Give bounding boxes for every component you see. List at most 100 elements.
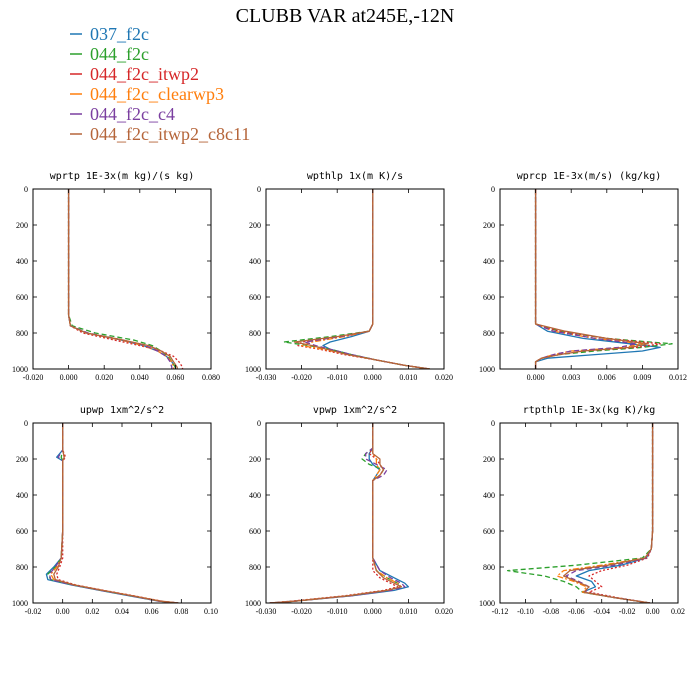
series-group [269,423,410,603]
x-tick-label: 0.003 [562,373,580,382]
x-tick-label: 0.02 [671,607,685,616]
y-tick-label: 1000 [12,365,28,374]
series-line-2 [67,189,177,369]
series-line-5 [534,189,638,369]
legend-entry: 044_f2c_c4 [90,104,175,124]
plot-frame [265,422,445,604]
series-line-3 [588,423,654,603]
y-tick-label: 400 [249,491,261,500]
panels: wprtp 1E-3x(m kg)/(s kg) 0 200 400 600 800 100… [12,171,687,616]
legend-entry: 037_f2c [90,24,149,44]
series-group [506,423,654,603]
x-tick-label: 0.020 [435,373,453,382]
x-tick-label: 0.000 [60,373,78,382]
legend-entry: 044_f2c [90,44,149,64]
series-group [283,189,430,369]
panel-1: wprtp 1E-3x(m kg)/(s kg) 0 200 400 600 800 100… [12,171,220,382]
series-line-2 [534,189,673,369]
x-tick-label: 0.040 [131,373,149,382]
panel-title: wprcp 1E-3x(m/s) (kg/kg) [517,171,662,182]
series-line-3 [269,423,399,603]
x-tick-label: -0.08 [543,607,560,616]
series-line-5 [565,423,654,603]
plot-frame [32,188,212,370]
series-line-4 [67,189,175,369]
y-tick-label: 200 [483,221,495,230]
series-line-1 [67,189,177,369]
x-tick-label: -0.030 [256,373,277,382]
y-tick-label: 800 [483,329,495,338]
y-tick-label: 800 [16,329,28,338]
x-tick-label: -0.04 [593,607,610,616]
y-tick-label: 600 [16,527,28,536]
y-tick-label: 600 [16,293,28,302]
x-tick-label: -0.020 [23,373,44,382]
plot-frame [265,188,445,370]
y-tick-label: 600 [249,293,261,302]
x-tick-label: 0.012 [669,373,687,382]
y-tick-label: 800 [16,563,28,572]
y-tick-label: 200 [249,221,261,230]
y-tick-label: 200 [16,221,28,230]
series-line-6 [562,423,654,603]
x-tick-label: 0.000 [364,607,382,616]
plot-frame [499,422,679,604]
y-tick-label: 400 [16,257,28,266]
y-tick-label: 200 [483,455,495,464]
y-tick-label: 0 [257,419,261,428]
y-tick-label: 1000 [245,365,261,374]
panel-title: vpwp 1xm^2/s^2 [313,405,397,416]
x-tick-label: -0.12 [492,607,509,616]
x-tick-label: 0.00 [56,607,70,616]
plot-frame [32,422,212,604]
series-line-1 [322,189,430,369]
series-line-4 [300,189,430,369]
x-tick-label: 0.006 [598,373,616,382]
x-tick-label: 0.000 [364,373,382,382]
x-tick-label: 0.00 [646,607,660,616]
legend-entry: 044_f2c_itwp2 [90,64,199,84]
x-tick-label: 0.04 [115,607,129,616]
x-tick-label: 0.060 [166,373,184,382]
x-tick-label: 0.080 [202,373,220,382]
x-tick-label: 0.020 [435,607,453,616]
x-tick-label: 0.10 [204,607,218,616]
panel-title: wprtp 1E-3x(m kg)/(s kg) [50,171,195,182]
series-line-6 [534,189,649,369]
y-tick-label: 400 [483,491,495,500]
y-tick-label: 800 [249,329,261,338]
series-line-3 [56,423,179,603]
x-tick-label: 0.06 [145,607,159,616]
y-tick-label: 0 [491,185,495,194]
series-line-4 [50,423,179,603]
panel-title: upwp 1xm^2/s^2 [80,405,164,416]
y-tick-label: 0 [24,185,28,194]
y-tick-label: 200 [249,455,261,464]
x-tick-label: 0.02 [85,607,99,616]
y-tick-label: 0 [257,185,261,194]
panel-title: wpthlp 1x(m K)/s [307,171,403,182]
series-line-3 [297,189,430,369]
series-line-2 [47,423,179,603]
y-tick-label: 600 [249,527,261,536]
series-line-6 [53,423,179,603]
panel-6: rtpthlp 1E-3x(kg K)/kg02004006008001000-… [479,405,685,616]
y-tick-label: 600 [483,293,495,302]
series-line-1 [575,423,654,603]
series-line-5 [304,189,430,369]
y-tick-label: 400 [249,257,261,266]
x-tick-label: -0.030 [256,607,277,616]
panel-3: wprcp 1E-3x(m/s) (kg/kg) 0 200 400 600 800 100… [479,171,687,382]
x-tick-label: -0.06 [568,607,585,616]
legend: 037_f2c044_f2c044_f2c_itwp2044_f2c_clear… [70,24,250,144]
x-tick-label: -0.020 [291,373,312,382]
legend-entry: 044_f2c_clearwp3 [90,84,224,104]
y-tick-label: 1000 [479,365,495,374]
y-tick-label: 0 [24,419,28,428]
figure-title: CLUBB VAR at245E,-12N [236,5,455,27]
series-line-1 [534,189,661,369]
series-line-4 [556,423,654,603]
series-line-6 [269,423,402,603]
panel-2: wpthlp 1x(m K)/s 0 200 400 600 800 1000-0.030 -… [245,171,453,382]
panel-4: upwp 1xm^2/s^2 0 200 400 600 800 1000-0.02 0.00… [12,405,218,616]
